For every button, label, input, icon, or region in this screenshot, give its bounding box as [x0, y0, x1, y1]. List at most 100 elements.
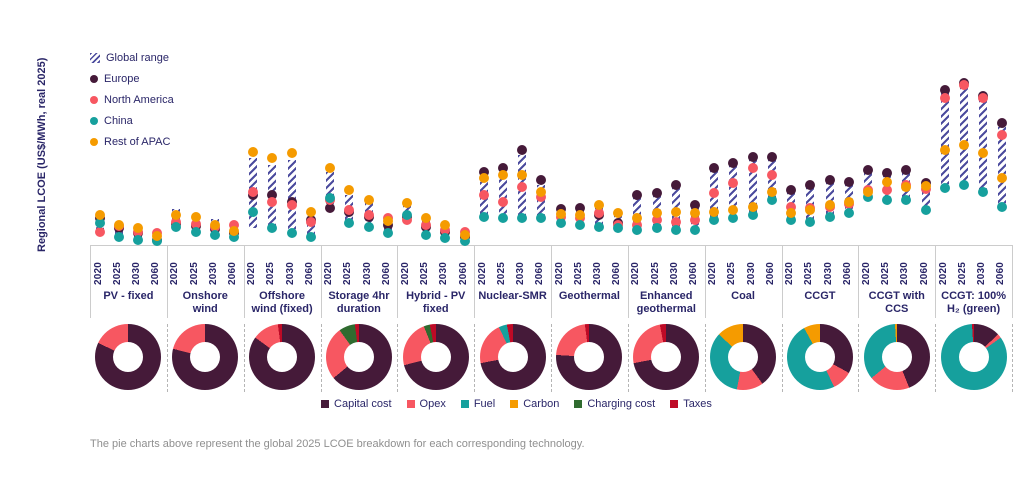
- marker-china: [978, 187, 989, 197]
- marker-rest_of_apac: [286, 148, 297, 158]
- panel-separator: [935, 245, 937, 318]
- pie-separator: [858, 324, 860, 392]
- marker-rest_of_apac: [497, 170, 508, 180]
- x-tick-year: 2060: [457, 261, 469, 285]
- marker-north_america: [786, 202, 797, 212]
- cost-legend-item-fuel: Fuel: [460, 398, 495, 410]
- x-tick-year: 2020: [630, 261, 642, 285]
- marker-china: [901, 195, 912, 205]
- marker-north_america: [690, 215, 701, 225]
- marker-north_america: [267, 197, 278, 207]
- legend-item-rest_of_apac: Rest of APAC: [90, 136, 174, 148]
- tech-label: Geothermal: [558, 290, 620, 302]
- cost-legend-label: Capital cost: [334, 398, 392, 410]
- marker-rest_of_apac: [190, 212, 201, 222]
- panel-separator: [166, 245, 168, 318]
- marker-china: [555, 218, 566, 228]
- pie-separator: [1012, 324, 1013, 392]
- marker-china: [920, 205, 931, 215]
- pie-separator: [243, 324, 245, 392]
- pie-hole: [651, 342, 682, 372]
- opex-swatch-icon: [406, 400, 415, 408]
- marker-rest_of_apac: [325, 163, 336, 173]
- marker-europe: [497, 163, 508, 173]
- marker-rest_of_apac: [382, 216, 393, 226]
- marker-north_america: [344, 205, 355, 215]
- pie-separator: [781, 324, 783, 392]
- carbon-swatch-icon: [510, 400, 519, 408]
- marker-china: [267, 223, 278, 233]
- marker-north_america: [517, 182, 528, 192]
- pie-hole: [728, 342, 759, 372]
- global-range-bar: [306, 217, 315, 237]
- marker-north_america: [286, 200, 297, 210]
- marker-china: [766, 195, 777, 205]
- x-tick-year: 2060: [534, 261, 546, 285]
- marker-rest_of_apac: [958, 140, 969, 150]
- marker-rest_of_apac: [670, 207, 681, 217]
- panel-separator: [551, 245, 552, 318]
- marker-north_america: [497, 197, 508, 207]
- panel-separator: [474, 245, 476, 318]
- marker-china: [843, 208, 854, 218]
- marker-china: [536, 213, 547, 223]
- marker-north_america: [305, 217, 316, 227]
- x-tick-year: 2025: [111, 261, 123, 285]
- marker-china: [747, 210, 758, 220]
- charging-swatch-icon: [574, 400, 583, 408]
- x-tick-year: 2020: [92, 261, 104, 285]
- pie-hole: [958, 342, 989, 372]
- pie-chart-7: [556, 324, 623, 390]
- panel-separator: [627, 245, 629, 318]
- global-range-bar: [729, 165, 738, 218]
- x-tick-year: 2030: [592, 261, 604, 285]
- marker-rest_of_apac: [305, 207, 316, 217]
- legend-label: Europe: [104, 73, 140, 85]
- marker-rest_of_apac: [363, 195, 374, 205]
- marker-north_america: [478, 190, 489, 200]
- x-tick-year: 2060: [764, 261, 776, 285]
- marker-china: [248, 207, 259, 217]
- marker-north_america: [728, 178, 739, 188]
- tech-label: CCGT with CCS: [868, 290, 925, 315]
- legend-label: China: [104, 115, 133, 127]
- panel-separator: [397, 245, 399, 318]
- marker-china: [478, 212, 489, 222]
- marker-rest_of_apac: [766, 187, 777, 197]
- cost-legend-item-carbon: Carbon: [510, 398, 559, 410]
- pie-separator: [166, 324, 168, 392]
- marker-china: [690, 225, 701, 235]
- x-tick-year: 2020: [323, 261, 335, 285]
- marker-rest_of_apac: [440, 220, 451, 230]
- marker-china: [305, 232, 316, 242]
- panel-separator: [90, 245, 91, 318]
- marker-rest_of_apac: [248, 147, 259, 157]
- marker-china: [382, 228, 393, 238]
- china-dot-icon: [90, 117, 98, 125]
- x-tick-year: 2060: [688, 261, 700, 285]
- marker-rest_of_apac: [747, 202, 758, 212]
- marker-rest_of_apac: [344, 185, 355, 195]
- marker-rest_of_apac: [133, 223, 144, 233]
- marker-north_america: [594, 208, 605, 218]
- x-tick-year: 2025: [956, 261, 968, 285]
- x-tick-year: 2020: [707, 261, 719, 285]
- marker-north_america: [766, 170, 777, 180]
- pie-chart-5: [402, 324, 469, 390]
- marker-rest_of_apac: [824, 200, 835, 210]
- x-tick-year: 2030: [668, 261, 680, 285]
- tech-label: Enhanced geothermal: [636, 290, 696, 315]
- tech-label: PV - fixed: [103, 290, 154, 302]
- x-tick-year: 2030: [131, 261, 143, 285]
- x-tick-year: 2060: [227, 261, 239, 285]
- marker-china: [613, 223, 624, 233]
- marker-rest_of_apac: [171, 210, 182, 220]
- marker-north_america: [978, 93, 989, 103]
- panel-separator: [1012, 245, 1013, 318]
- pie-chart-3: [249, 324, 316, 390]
- cost-legend: Capital cost Opex Fuel Carbon Charging cost T…: [0, 398, 1033, 410]
- x-tick-year: 2030: [745, 261, 757, 285]
- marker-rest_of_apac: [709, 207, 720, 217]
- global-range-icon: [90, 53, 100, 63]
- marker-china: [824, 212, 835, 222]
